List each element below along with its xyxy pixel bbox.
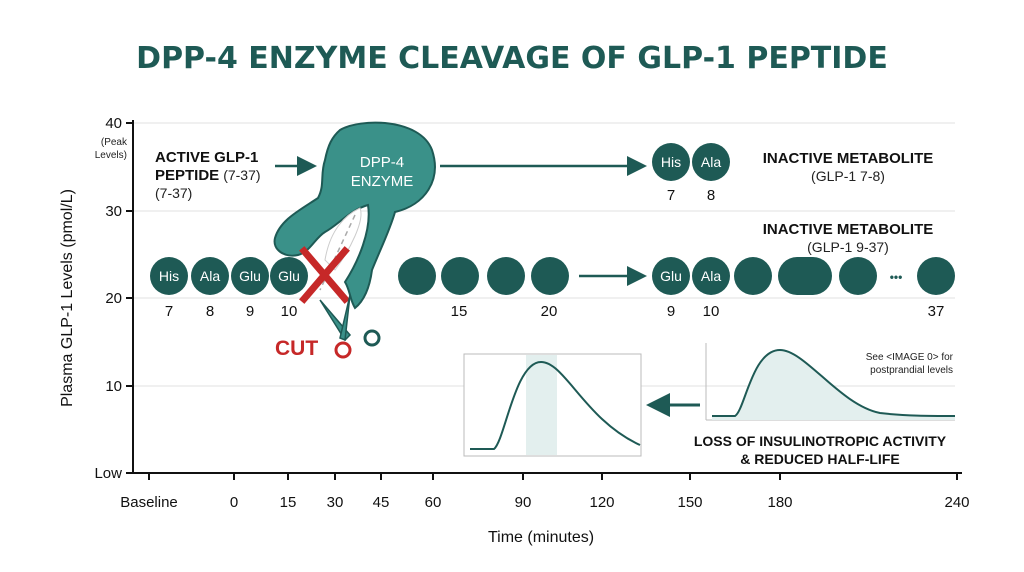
scissors-icon xyxy=(319,294,381,359)
residue-label: Ala xyxy=(701,154,721,170)
residue-number: 20 xyxy=(541,303,558,320)
loss-label: & REDUCED HALF-LIFE xyxy=(740,451,899,467)
residue-number: 37 xyxy=(928,303,945,320)
metabolite-1-title: INACTIVE METABOLITE xyxy=(763,150,934,167)
residue-label: Glu xyxy=(660,268,682,284)
residue-number: 9 xyxy=(246,303,254,320)
residue-number: 10 xyxy=(281,303,298,320)
residue-label: Ala xyxy=(701,268,721,284)
residue-number: 15 xyxy=(451,303,468,320)
inset-note: postprandial levels xyxy=(870,365,953,376)
ellipsis: ••• xyxy=(890,270,903,284)
x-tick-label: 0 xyxy=(230,494,238,511)
residue xyxy=(398,257,436,295)
cleavage-x-icon xyxy=(299,246,350,304)
x-axis-label: Time (minutes) xyxy=(488,529,594,546)
residue xyxy=(531,257,569,295)
x-tick-label: 180 xyxy=(767,494,792,511)
enzyme-label: DPP-4 xyxy=(360,154,404,171)
x-tick-label: 120 xyxy=(589,494,614,511)
residue-label: His xyxy=(159,268,179,284)
metabolite-2-title: INACTIVE METABOLITE xyxy=(763,221,934,238)
residue-label: Glu xyxy=(278,268,300,284)
x-tick-label: 240 xyxy=(944,494,969,511)
residue xyxy=(441,257,479,295)
y-tick-label: Low xyxy=(94,465,122,482)
residue-label: Ala xyxy=(200,268,220,284)
x-tick-label: 90 xyxy=(515,494,532,511)
active-peptide-label: (7-37) xyxy=(155,185,192,201)
page-title: DPP-4 ENZYME CLEAVAGE OF GLP-1 PEPTIDE xyxy=(136,41,888,76)
residue-number: 8 xyxy=(206,303,214,320)
residue-number: 7 xyxy=(667,187,675,204)
cleavage-line xyxy=(319,214,356,291)
residue xyxy=(487,257,525,295)
peak-note: Levels) xyxy=(95,150,127,161)
metabolite-1-sub: (GLP-1 7-8) xyxy=(811,168,885,184)
active-peptide-label: PEPTIDE (7-37) xyxy=(155,167,261,184)
residue-his xyxy=(150,257,188,295)
active-peptide-label: ACTIVE GLP-1 xyxy=(155,149,258,166)
reduced-inset xyxy=(463,353,642,457)
x-ticks: Baseline 0 15 30 45 60 90 120 150 180 240 xyxy=(120,473,970,511)
x-tick-label: 60 xyxy=(425,494,442,511)
y-tick-label: 20 xyxy=(105,290,122,307)
residue-ala xyxy=(692,143,730,181)
postprandial-inset xyxy=(705,343,956,421)
enzyme-label: ENZYME xyxy=(351,173,414,190)
residue-number: 7 xyxy=(165,303,173,320)
residue-glu xyxy=(231,257,269,295)
y-tick-label: 40 xyxy=(105,115,122,132)
residue-label: His xyxy=(661,154,681,170)
residue-glu xyxy=(270,257,308,295)
residue-label: Glu xyxy=(239,268,261,284)
loss-label: LOSS OF INSULINOTROPIC ACTIVITY xyxy=(694,433,947,449)
y-axis-label: Plasma GLP-1 Levels (pmol/L) xyxy=(59,189,76,407)
y-tick-label: 10 xyxy=(105,378,122,395)
peptide-chain xyxy=(150,257,569,295)
y-tick-label: 30 xyxy=(105,203,122,220)
residue-ala xyxy=(191,257,229,295)
inset-note: See <IMAGE 0> for xyxy=(866,352,954,363)
x-tick-label: 45 xyxy=(373,494,390,511)
x-tick-label: 150 xyxy=(677,494,702,511)
peak-note: (Peak xyxy=(101,137,128,148)
residue-number: 9 xyxy=(667,303,675,320)
metabolite-2-chain xyxy=(652,257,955,295)
residue-number: 10 xyxy=(703,303,720,320)
cut-label: CUT xyxy=(275,337,318,360)
x-tick-label: 15 xyxy=(280,494,297,511)
x-tick-label: 30 xyxy=(327,494,344,511)
dpp4-enzyme-shape xyxy=(273,121,436,310)
residue-number: 8 xyxy=(707,187,715,204)
x-tick-label: Baseline xyxy=(120,494,178,511)
residue-his xyxy=(652,143,690,181)
metabolite-2-sub: (GLP-1 9-37) xyxy=(807,239,889,255)
